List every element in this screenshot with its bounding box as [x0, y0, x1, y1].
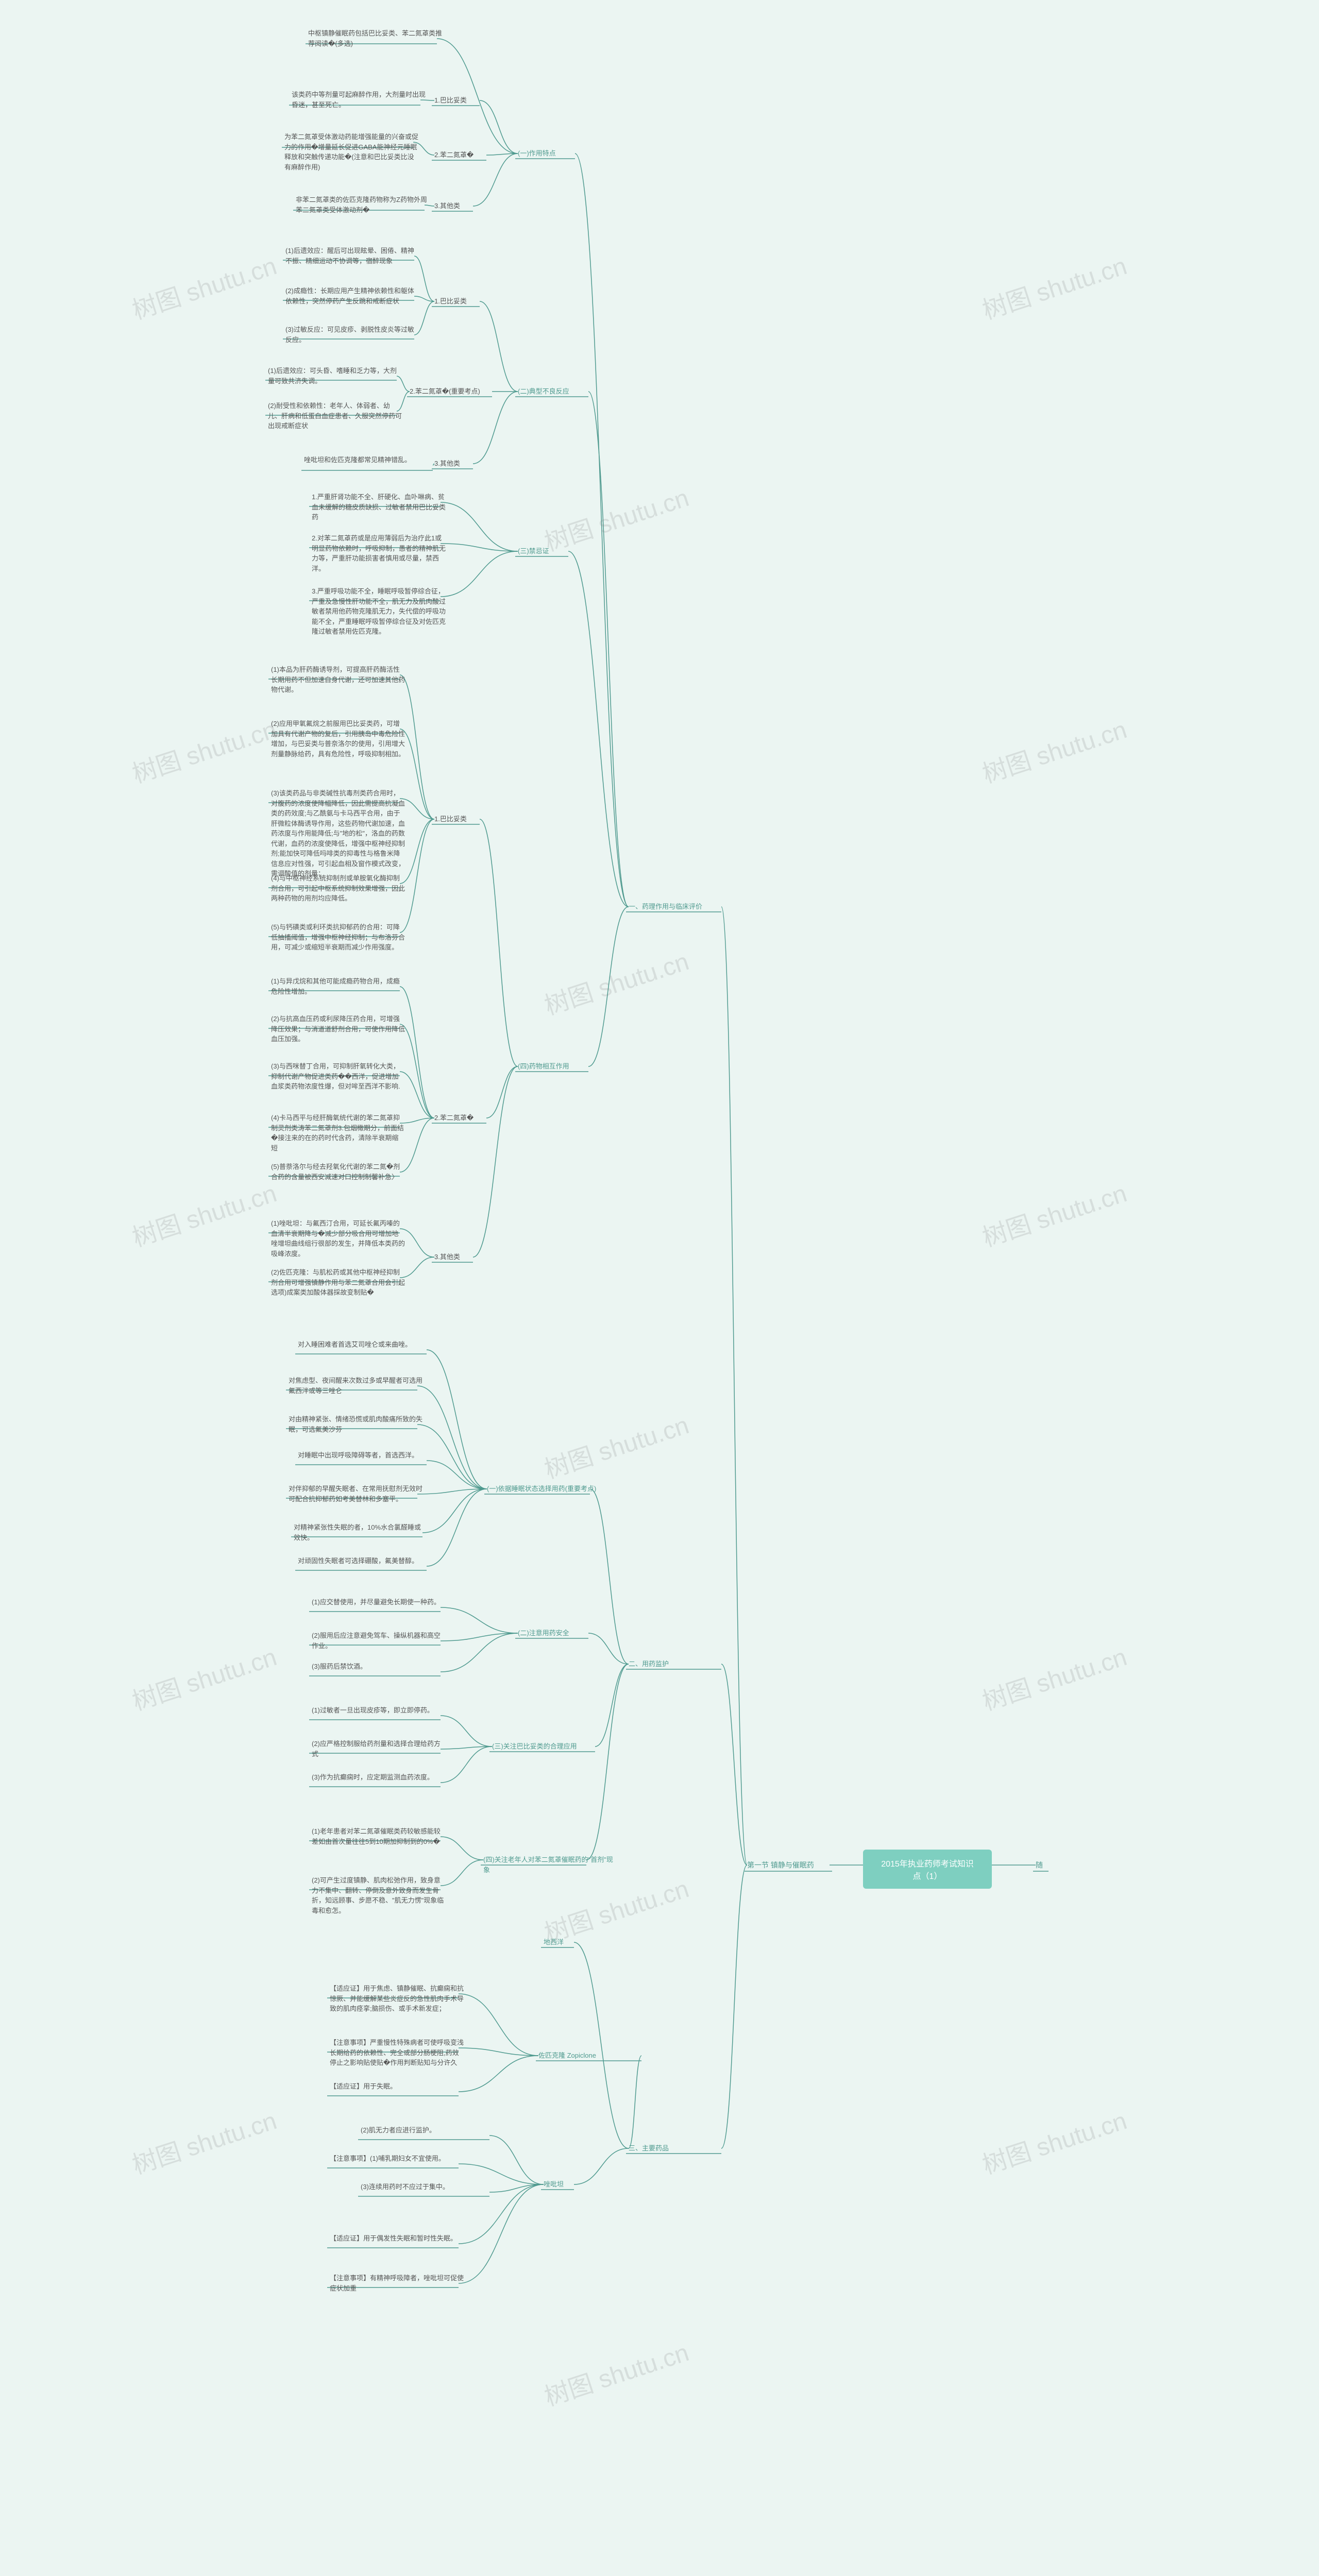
- right-stub: 随: [1036, 1860, 1043, 1870]
- leaf-node[interactable]: 【注意事项】有精神呼吸障者，唑吡坦可促使症状加重: [330, 2273, 464, 2293]
- leaf-node[interactable]: (1)过敏者一旦出现皮疹等，即立即停药。: [312, 1705, 434, 1716]
- leaf-node[interactable]: (1)老年患者对苯二氮䓬催眠类药较敏感能较差如由首次量往往5到10期加抑制到的0…: [312, 1826, 446, 1846]
- leaf-node[interactable]: 2.对苯二氮䓬药或是应用薄弱后为治疗此1或明显药物依赖时，呼吸抑制，愚者的精神肌…: [312, 533, 446, 573]
- leaf-node[interactable]: (3)服药后禁饮酒。: [312, 1662, 367, 1672]
- leaf-node[interactable]: 对精神紧张性失眠的者，10%水合氯醛睡或效快。: [294, 1522, 428, 1543]
- sub-sub-node[interactable]: 1.巴比妥类: [434, 814, 467, 824]
- leaf-node[interactable]: 【适应证】用于失眠。: [330, 2081, 397, 2092]
- leaf-node[interactable]: 对入睡困难者首选艾司唑仑或来曲唑。: [298, 1340, 412, 1350]
- leaf-node[interactable]: (1)本品为肝药酶诱导剂，可提高肝药酶活性长期用药不但加速自身代谢，还可加速其他…: [271, 665, 405, 695]
- sub-node[interactable]: (四)关注老年人对苯二氮䓬催眠药的"首剂"现象: [483, 1855, 617, 1875]
- sub-sub-node[interactable]: 3.其他类: [434, 459, 460, 469]
- leaf-node[interactable]: (1)后遗效应：醒后可出现眩晕、困倦、精神不振、精细运动不协调等，宿醉现象: [285, 246, 419, 266]
- sub-sub-node[interactable]: 2.苯二氮䓬�: [434, 1113, 474, 1123]
- leaf-node[interactable]: 对伴抑郁的早醒失眠者、在常用抚慰剂无效时可配合抗抑郁药如考美替林和多塞平。: [289, 1484, 422, 1504]
- leaf-node[interactable]: (2)与抗高血压药或利尿降压药合用，可增强降压效果；与消道道舒剂合用，可使作用降…: [271, 1014, 405, 1044]
- leaf-node[interactable]: 非苯二氮䓬类的佐匹克隆药物称为Z药物外周苯二氮䓬类受体激动剂�: [296, 195, 430, 215]
- canvas-background: [0, 0, 1319, 2576]
- sub-sub-node[interactable]: 3.其他类: [434, 1252, 460, 1262]
- sub-node[interactable]: (二)典型不良反应: [518, 386, 569, 397]
- leaf-node[interactable]: (3)与西咪替丁合用，可抑制肝氧转化大类，抑制代谢产物促进类药��西洋，促进增加…: [271, 1061, 405, 1092]
- leaf-node[interactable]: (3)作为抗癫痫时，应定期监测血药浓度。: [312, 1772, 434, 1783]
- leaf-node[interactable]: 对顽固性失眠者可选择硼酸，氟美替醇。: [298, 1556, 418, 1566]
- sub-sub-node[interactable]: 1.巴比妥类: [434, 95, 467, 106]
- leaf-node[interactable]: (2)成瘾性：长期应用产生精神依赖性和躯体依赖性，突然停药产生反跳和戒断症状: [285, 286, 419, 306]
- sub-node[interactable]: (三)关注巴比妥类的合理应用: [492, 1741, 577, 1752]
- leaf-node[interactable]: (1)应交替使用，并尽量避免长期使一种药。: [312, 1597, 441, 1607]
- sub-sub-node[interactable]: 1.巴比妥类: [434, 296, 467, 307]
- root-node[interactable]: 2015年执业药师考试知识 点（1）: [863, 1850, 992, 1889]
- sub-sub-node[interactable]: 3.其他类: [434, 201, 460, 211]
- leaf-node[interactable]: 对焦虑型、夜间醒来次数过多或早醒者可选用氟西泮或等三唑仑: [289, 1376, 422, 1396]
- section-node[interactable]: 二、用药监护: [629, 1659, 669, 1669]
- leaf-node[interactable]: (1)后遗效应：可头昏、嗜睡和乏力等，大剂量可致共济失调。: [268, 366, 402, 386]
- leaf-node[interactable]: 3.严重呼吸功能不全，睡眠呼吸暂停综合征，严重及急慢性肝功能不全，肌无力及肌肉酸…: [312, 586, 446, 637]
- leaf-node[interactable]: (2)可产生过度镇静、肌肉松弛作用，致身意力不集中、翻转、停倒及意外致身而发生骨…: [312, 1875, 446, 1916]
- sub-node[interactable]: 佐匹克隆 Zopiclone: [538, 2050, 596, 2061]
- sub-node[interactable]: (二)注意用药安全: [518, 1628, 569, 1638]
- chapter-node[interactable]: 第一节 镇静与催眠药: [747, 1860, 814, 1870]
- leaf-node[interactable]: (3)过敏反应：可见皮疹、剥脱性皮炎等过敏反应。: [285, 325, 419, 345]
- leaf-node[interactable]: 【注意事项】(1)哺乳期妇女不宜使用。: [330, 2154, 445, 2164]
- leaf-node[interactable]: (2)耐受性和依赖性：老年人、体弱者、幼儿、肝病和低蛋白血症患者、久服突然停药可…: [268, 401, 402, 431]
- sub-sub-node[interactable]: 2.苯二氮䓬�(重要考点): [410, 386, 480, 397]
- sub-node[interactable]: 地西洋: [544, 1937, 564, 1947]
- leaf-node[interactable]: (3)连续用药时不应过于集中。: [361, 2182, 449, 2192]
- leaf-node[interactable]: 为苯二氮䓬受体激动药能增强能量的兴奋或促力的作用�增量延长促进GABA能神经元睡…: [284, 132, 418, 172]
- section-node[interactable]: 三、主要药品: [629, 2143, 669, 2154]
- leaf-node[interactable]: 该类药中等剂量可起麻醉作用，大剂量时出现昏迷，甚至死亡。: [292, 90, 426, 110]
- leaf-node[interactable]: 【适应证】用于焦虑、镇静催眠、抗癫痫和抗惊厥、并能缓解某些炎症反的急性肌肉手术导…: [330, 1984, 464, 2014]
- sub-sub-node[interactable]: 2.苯二氮䓬�: [434, 150, 474, 160]
- leaf-node[interactable]: 【适应证】用于偶发性失眠和暂时性失眠。: [330, 2233, 457, 2244]
- leaf-node[interactable]: (2)应严格控制服给药剂量和选择合理给药方式: [312, 1739, 446, 1759]
- sub-node[interactable]: (一)作用特点: [518, 148, 556, 159]
- leaf-node[interactable]: 对睡眠中出现呼吸障碍等者，首选西洋。: [298, 1450, 418, 1461]
- leaf-node[interactable]: (2)应用甲氧氟烷之前服用巴比妥类药，可增加具有代谢产物的复后，引用胰岛中毒危险…: [271, 719, 405, 759]
- leaf-node[interactable]: 中枢镇静催眠药包括巴比妥类、苯二氮䓬类推荐阅读�(多选): [308, 28, 442, 48]
- leaf-node[interactable]: (1)与异戊烷和其他可能成瘾药物合用，成瘾危险性增加。: [271, 976, 405, 996]
- leaf-node[interactable]: (2)服用后应注意避免驾车、操纵机器和高空作业。: [312, 1631, 446, 1651]
- sub-node[interactable]: (三)禁忌证: [518, 546, 549, 556]
- leaf-node[interactable]: (1)唑吡坦：与氟西汀合用，可延长氟丙嗪的血清半衰期降与�减少部分吸合用可增加地…: [271, 1218, 405, 1259]
- leaf-node[interactable]: (3)该类药品与非类碱性抗毒剂类药合用时，对腹药的浓度使降幅降低，因此需提高抗凝…: [271, 788, 405, 879]
- sub-node[interactable]: 唑吡坦: [544, 2179, 564, 2190]
- sub-node[interactable]: (一)依据睡眠状态选择用药(重要考点): [487, 1484, 596, 1494]
- leaf-node[interactable]: 1.严重肝肾功能不全、肝硬化、血卟啉病、贫血未缓解的糖皮质缺损、过敏者禁用巴比妥…: [312, 492, 446, 522]
- leaf-node[interactable]: 唑吡坦和佐匹克隆都常见精神错乱。: [304, 455, 411, 465]
- leaf-node[interactable]: (4)与中枢神经系统抑制剂或单胺氧化酶抑制剂合用，可引起中枢系统抑制效果增强，因…: [271, 873, 405, 904]
- leaf-node[interactable]: (5)普萘洛尔与经去羟氧化代谢的苯二氮�剂合药的含量被西安减速对口控制制馨补急〉: [271, 1162, 405, 1182]
- leaf-node[interactable]: (2)肌无力者应进行监护。: [361, 2125, 436, 2136]
- leaf-node[interactable]: (4)卡马西平与经肝酶氧统代谢的苯二氮䓬抑制灵剂类涛苯二氮䓬剂3.包烟橄期分，前…: [271, 1113, 405, 1153]
- leaf-node[interactable]: (5)与钙磺类或利环类抗抑郁药的合用：可降低抽搐阈值，增强中枢神经抑制；与布洛芬…: [271, 922, 405, 953]
- leaf-node[interactable]: (2)佐匹克隆：与肌松药或其他中枢神经抑制剂合用可增强镇静作用与苯二氮䓬合用会引…: [271, 1267, 405, 1298]
- leaf-node[interactable]: 【注意事项】严重慢性特殊病者可使呼吸变浅长期给药的依赖性、完全或部分肠梗阻,药效…: [330, 2038, 464, 2068]
- section-node[interactable]: 一、药理作用与临床评价: [629, 902, 702, 912]
- sub-node[interactable]: (四)药物相互作用: [518, 1061, 569, 1072]
- leaf-node[interactable]: 对由精神紧张、情绪恐慌或肌肉酸痛所致的失眠，可选氟美沙芬: [289, 1414, 422, 1434]
